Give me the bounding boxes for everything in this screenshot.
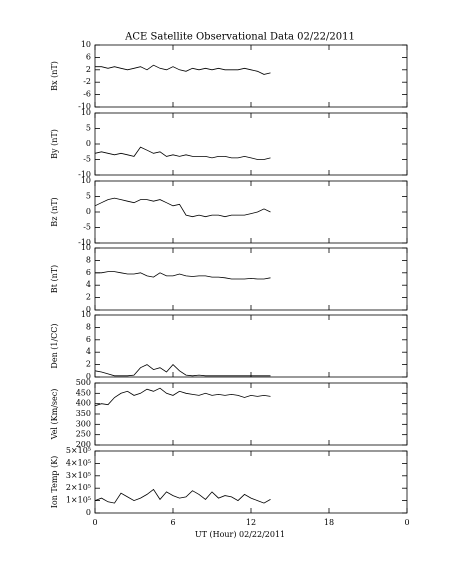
y-tick-label: 2 (86, 65, 91, 74)
x-tick-label: 0 (404, 518, 409, 527)
x-axis-label: UT (Hour) 02/22/2011 (195, 530, 285, 539)
x-tick-label: 0 (92, 518, 97, 527)
y-tick-label: 6 (86, 52, 91, 61)
y-tick-label: 0 (86, 508, 91, 517)
y-axis-label: Ion Temp (K) (50, 456, 59, 509)
y-tick-label: 4×10⁵ (66, 458, 91, 467)
y-tick-label: 0 (86, 139, 91, 148)
y-tick-label: 8 (86, 255, 91, 264)
y-tick-label: 5 (86, 124, 91, 133)
y-tick-label: 10 (81, 108, 91, 117)
data-line (95, 64, 271, 75)
y-tick-label: 4 (86, 280, 91, 289)
y-tick-label: 1×10⁵ (66, 496, 91, 505)
y-tick-label: 10 (81, 176, 91, 185)
y-tick-label: 5×10⁵ (66, 446, 91, 455)
data-line (94, 387, 271, 407)
panel-frame (94, 112, 408, 176)
y-tick-label: 200 (76, 440, 91, 449)
y-tick-label: -10 (78, 170, 91, 179)
data-line (94, 364, 271, 377)
x-tick-label: 6 (170, 518, 175, 527)
y-axis-label: Vel (Km/sec) (50, 389, 59, 441)
y-tick-label: 10 (81, 310, 91, 319)
y-tick-label: 10 (81, 243, 91, 252)
data-line (95, 271, 271, 280)
y-axis-label: Bz (nT) (50, 197, 59, 226)
y-tick-label: -10 (78, 102, 91, 111)
y-tick-label: 0 (86, 305, 91, 314)
y-tick-label: 10 (81, 40, 91, 49)
data-line (94, 146, 271, 160)
y-axis-label: By (nT) (50, 129, 59, 159)
y-tick-label: 4 (86, 347, 91, 356)
y-tick-label: 2×10⁵ (66, 483, 91, 492)
y-tick-label: -6 (83, 90, 91, 99)
y-tick-label: 250 (76, 430, 91, 439)
y-tick-label: 400 (76, 399, 91, 408)
chart-title: ACE Satellite Observational Data 02/22/2… (124, 32, 355, 43)
y-tick-label: -5 (83, 155, 91, 164)
y-tick-label: 2 (86, 293, 91, 302)
y-axis-label: Bx (nT) (50, 61, 59, 91)
y-tick-label: 300 (76, 419, 91, 428)
y-tick-label: 500 (76, 378, 91, 387)
x-tick-label: 18 (324, 518, 334, 527)
y-tick-label: -10 (78, 238, 91, 247)
panel-frame (94, 180, 408, 244)
y-tick-label: 0 (86, 207, 91, 216)
y-axis-label: Bt (nT) (50, 265, 59, 293)
y-axis-label: Den (1/CC) (50, 323, 59, 368)
panel-frame (94, 247, 408, 311)
x-tick-label: 12 (246, 518, 256, 527)
y-tick-label: -5 (83, 223, 91, 232)
data-line (94, 197, 271, 218)
y-tick-label: 3×10⁵ (66, 471, 91, 480)
panel-frame (94, 44, 408, 108)
y-tick-label: 0 (86, 372, 91, 381)
y-tick-label: 2 (86, 360, 91, 369)
y-tick-label: 6 (86, 335, 91, 344)
y-tick-label: 450 (76, 388, 91, 397)
y-tick-label: 5 (86, 192, 91, 201)
y-tick-label: 8 (86, 322, 91, 331)
panel-frame (94, 314, 408, 378)
panel-frame (94, 450, 408, 514)
y-tick-label: -2 (83, 77, 91, 86)
data-line (94, 488, 271, 504)
y-tick-label: 350 (76, 409, 91, 418)
y-tick-label: 6 (86, 268, 91, 277)
